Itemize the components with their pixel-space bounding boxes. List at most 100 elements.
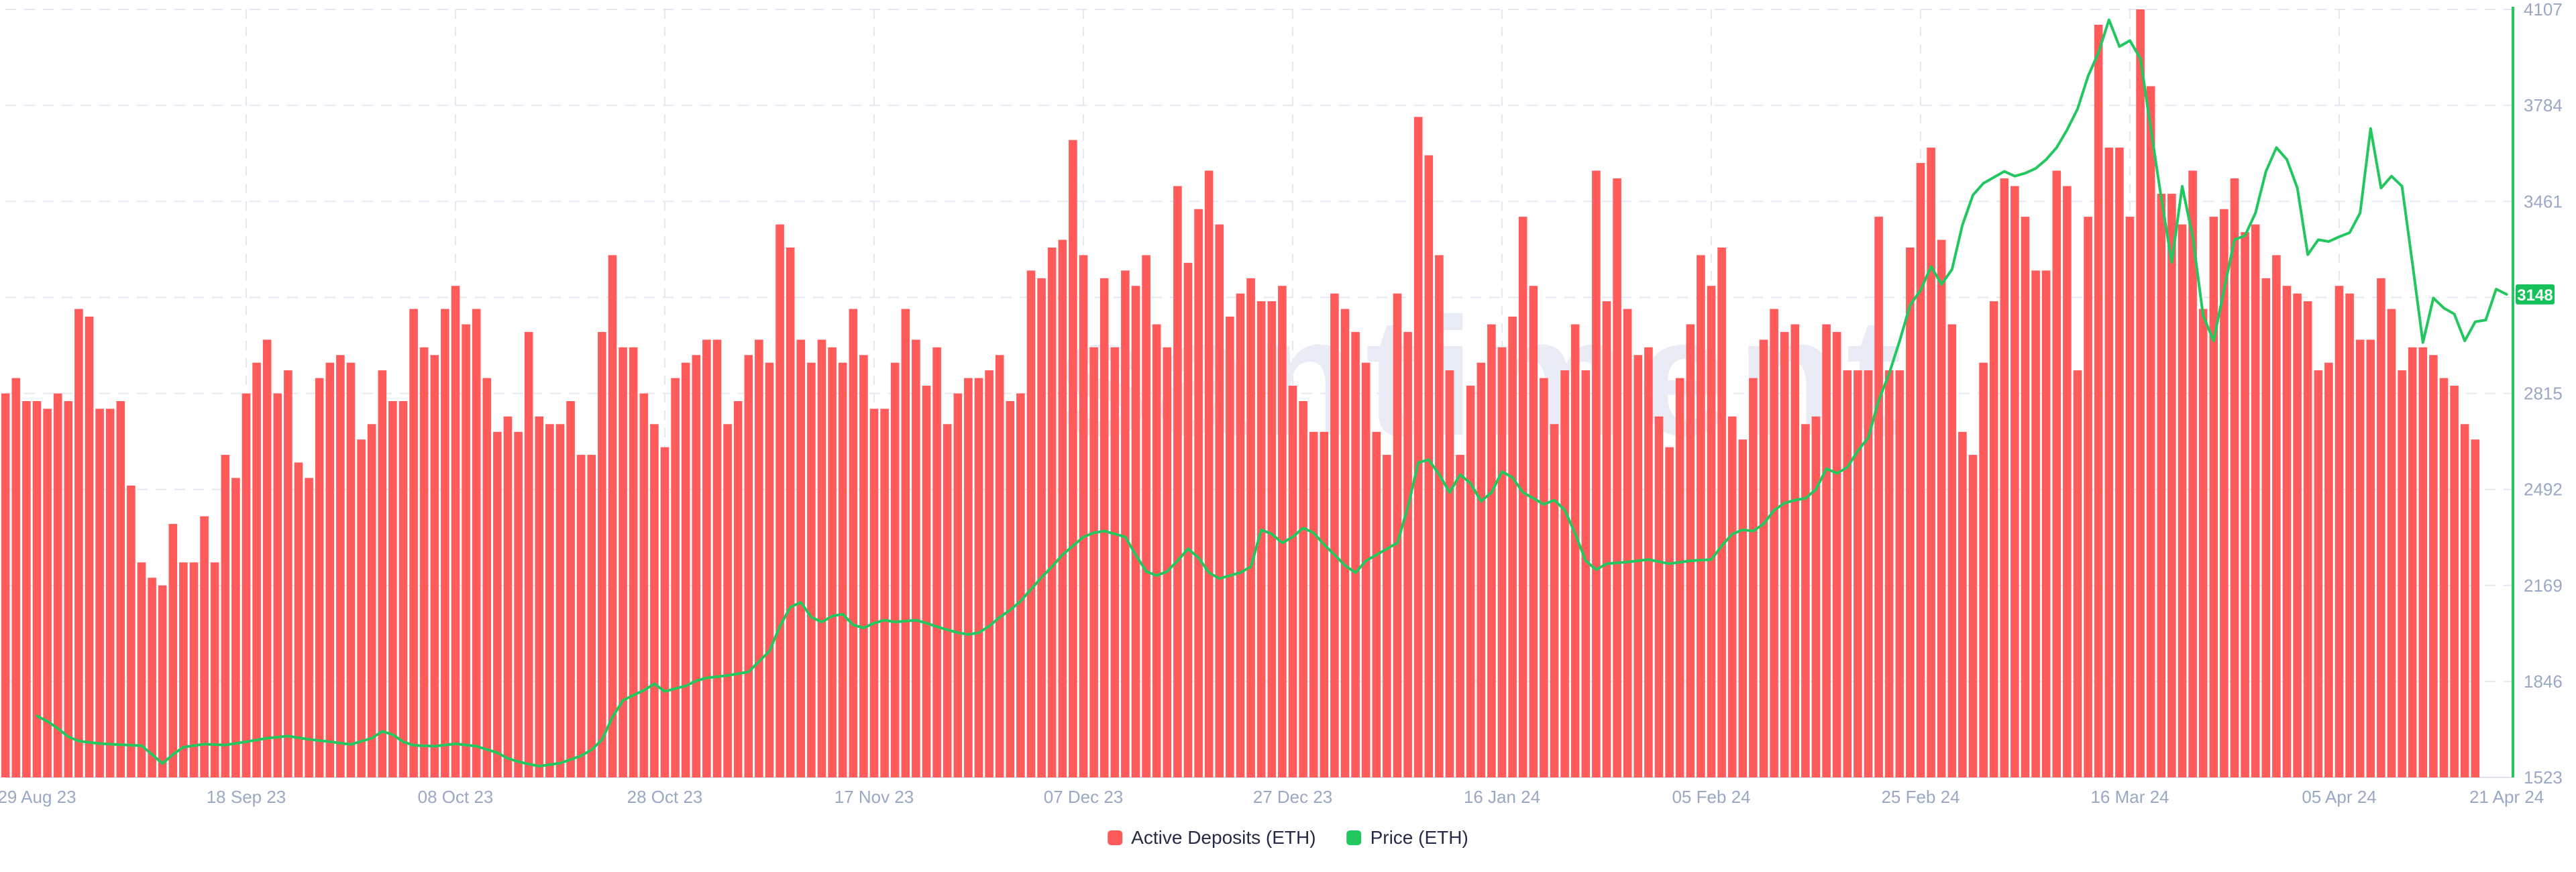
deposit-bar[interactable] xyxy=(2450,386,2459,777)
deposit-bar[interactable] xyxy=(2073,370,2082,777)
deposit-bar[interactable] xyxy=(168,524,178,777)
deposit-bar[interactable] xyxy=(158,585,167,778)
deposit-bar[interactable] xyxy=(1832,331,1841,777)
deposit-bar[interactable] xyxy=(587,455,596,777)
deposit-bar[interactable] xyxy=(1288,386,1297,777)
deposit-bar[interactable] xyxy=(325,362,335,777)
deposit-bar[interactable] xyxy=(733,401,743,777)
deposit-bar[interactable] xyxy=(1864,370,1873,777)
deposit-bar[interactable] xyxy=(1456,455,1464,777)
deposit-bar[interactable] xyxy=(901,309,910,778)
deposit-bar[interactable] xyxy=(1037,278,1046,778)
deposit-bar[interactable] xyxy=(2010,186,2019,777)
deposit-bar[interactable] xyxy=(1592,170,1601,777)
deposit-bar[interactable] xyxy=(786,248,795,777)
deposit-bar[interactable] xyxy=(1330,293,1339,778)
deposit-bar[interactable] xyxy=(388,401,397,777)
deposit-bar[interactable] xyxy=(712,339,722,777)
deposit-bar[interactable] xyxy=(2471,439,2480,777)
deposit-bar[interactable] xyxy=(210,562,219,777)
deposit-bar[interactable] xyxy=(32,401,42,777)
deposit-bar[interactable] xyxy=(85,317,94,777)
deposit-bar[interactable] xyxy=(1801,424,1810,777)
deposit-bar[interactable] xyxy=(1477,362,1486,777)
deposit-bar[interactable] xyxy=(1508,317,1517,777)
deposit-bar[interactable] xyxy=(1058,239,1067,778)
deposit-bar[interactable] xyxy=(2429,355,2438,778)
deposit-bar[interactable] xyxy=(346,362,356,777)
deposit-bar[interactable] xyxy=(1215,224,1224,778)
deposit-bar[interactable] xyxy=(744,355,753,778)
deposit-bar[interactable] xyxy=(1727,416,1737,777)
deposit-bar[interactable] xyxy=(964,378,973,777)
deposit-bar[interactable] xyxy=(1236,293,1245,778)
deposit-bar[interactable] xyxy=(859,355,868,778)
deposit-bar[interactable] xyxy=(807,362,816,777)
deposit-bar[interactable] xyxy=(472,309,481,778)
deposit-bar[interactable] xyxy=(1163,347,1172,777)
deposit-bar[interactable] xyxy=(1958,431,1967,778)
deposit-bar[interactable] xyxy=(231,478,240,778)
deposit-bar[interactable] xyxy=(650,424,659,777)
deposit-bar[interactable] xyxy=(2157,193,2166,777)
deposit-bar[interactable] xyxy=(2136,9,2145,777)
deposit-bar[interactable] xyxy=(838,362,847,777)
deposit-bar[interactable] xyxy=(336,355,345,778)
deposit-bar[interactable] xyxy=(1989,301,1998,778)
deposit-bar[interactable] xyxy=(1947,324,1957,778)
deposit-bar[interactable] xyxy=(890,362,900,777)
deposit-bar[interactable] xyxy=(1393,293,1402,778)
deposit-bar[interactable] xyxy=(430,355,439,778)
legend-item-price[interactable]: Price (ETH) xyxy=(1346,827,1468,849)
deposit-bar[interactable] xyxy=(1822,324,1831,778)
deposit-bar[interactable] xyxy=(1,393,10,778)
deposit-bar[interactable] xyxy=(1560,370,1569,777)
deposit-bar[interactable] xyxy=(2324,362,2333,777)
deposit-bar[interactable] xyxy=(2293,293,2302,778)
deposit-bar[interactable] xyxy=(723,424,732,777)
deposit-bar[interactable] xyxy=(2387,309,2396,778)
legend-item-active-deposits[interactable]: Active Deposits (ETH) xyxy=(1108,827,1316,849)
deposit-bar[interactable] xyxy=(2345,293,2354,778)
deposit-bar[interactable] xyxy=(1047,248,1057,777)
deposit-bar[interactable] xyxy=(1204,170,1214,777)
deposit-bar[interactable] xyxy=(189,562,199,777)
deposit-bar[interactable] xyxy=(545,424,554,777)
deposit-bar[interactable] xyxy=(2084,217,2092,778)
deposit-bar[interactable] xyxy=(880,408,889,777)
deposit-bar[interactable] xyxy=(1079,255,1088,777)
deposit-bar[interactable] xyxy=(357,439,366,777)
deposit-bar[interactable] xyxy=(1069,140,1077,777)
deposit-bar[interactable] xyxy=(1089,347,1098,777)
deposit-bar[interactable] xyxy=(2063,186,2072,777)
deposit-bar[interactable] xyxy=(912,339,920,777)
deposit-bar[interactable] xyxy=(2334,286,2344,777)
deposit-bar[interactable] xyxy=(1854,370,1862,777)
deposit-bar[interactable] xyxy=(1550,424,1559,777)
deposit-bar[interactable] xyxy=(74,309,83,778)
deposit-bar[interactable] xyxy=(535,416,544,777)
deposit-bar[interactable] xyxy=(419,347,429,777)
deposit-bar[interactable] xyxy=(1759,339,1768,777)
deposit-bar[interactable] xyxy=(2198,309,2208,778)
deposit-bar[interactable] xyxy=(64,401,73,777)
deposit-bar[interactable] xyxy=(1006,401,1015,777)
deposit-bar[interactable] xyxy=(995,355,1004,778)
deposit-bar[interactable] xyxy=(2041,270,2051,777)
deposit-bar[interactable] xyxy=(2460,424,2469,777)
deposit-bar[interactable] xyxy=(1770,309,1778,778)
deposit-bar[interactable] xyxy=(2261,278,2271,778)
deposit-bar[interactable] xyxy=(11,378,21,777)
deposit-bar[interactable] xyxy=(2355,339,2365,777)
deposit-bar[interactable] xyxy=(95,408,104,777)
deposit-bar[interactable] xyxy=(127,485,136,777)
deposit-bar[interactable] xyxy=(1267,301,1277,778)
deposit-bar[interactable] xyxy=(1194,209,1203,777)
deposit-bar[interactable] xyxy=(367,424,376,777)
deposit-bar[interactable] xyxy=(1581,370,1591,777)
deposit-bar[interactable] xyxy=(953,393,963,778)
deposit-bar[interactable] xyxy=(1780,331,1789,777)
deposit-bar[interactable] xyxy=(1738,439,1748,777)
deposit-bar[interactable] xyxy=(1424,155,1434,778)
